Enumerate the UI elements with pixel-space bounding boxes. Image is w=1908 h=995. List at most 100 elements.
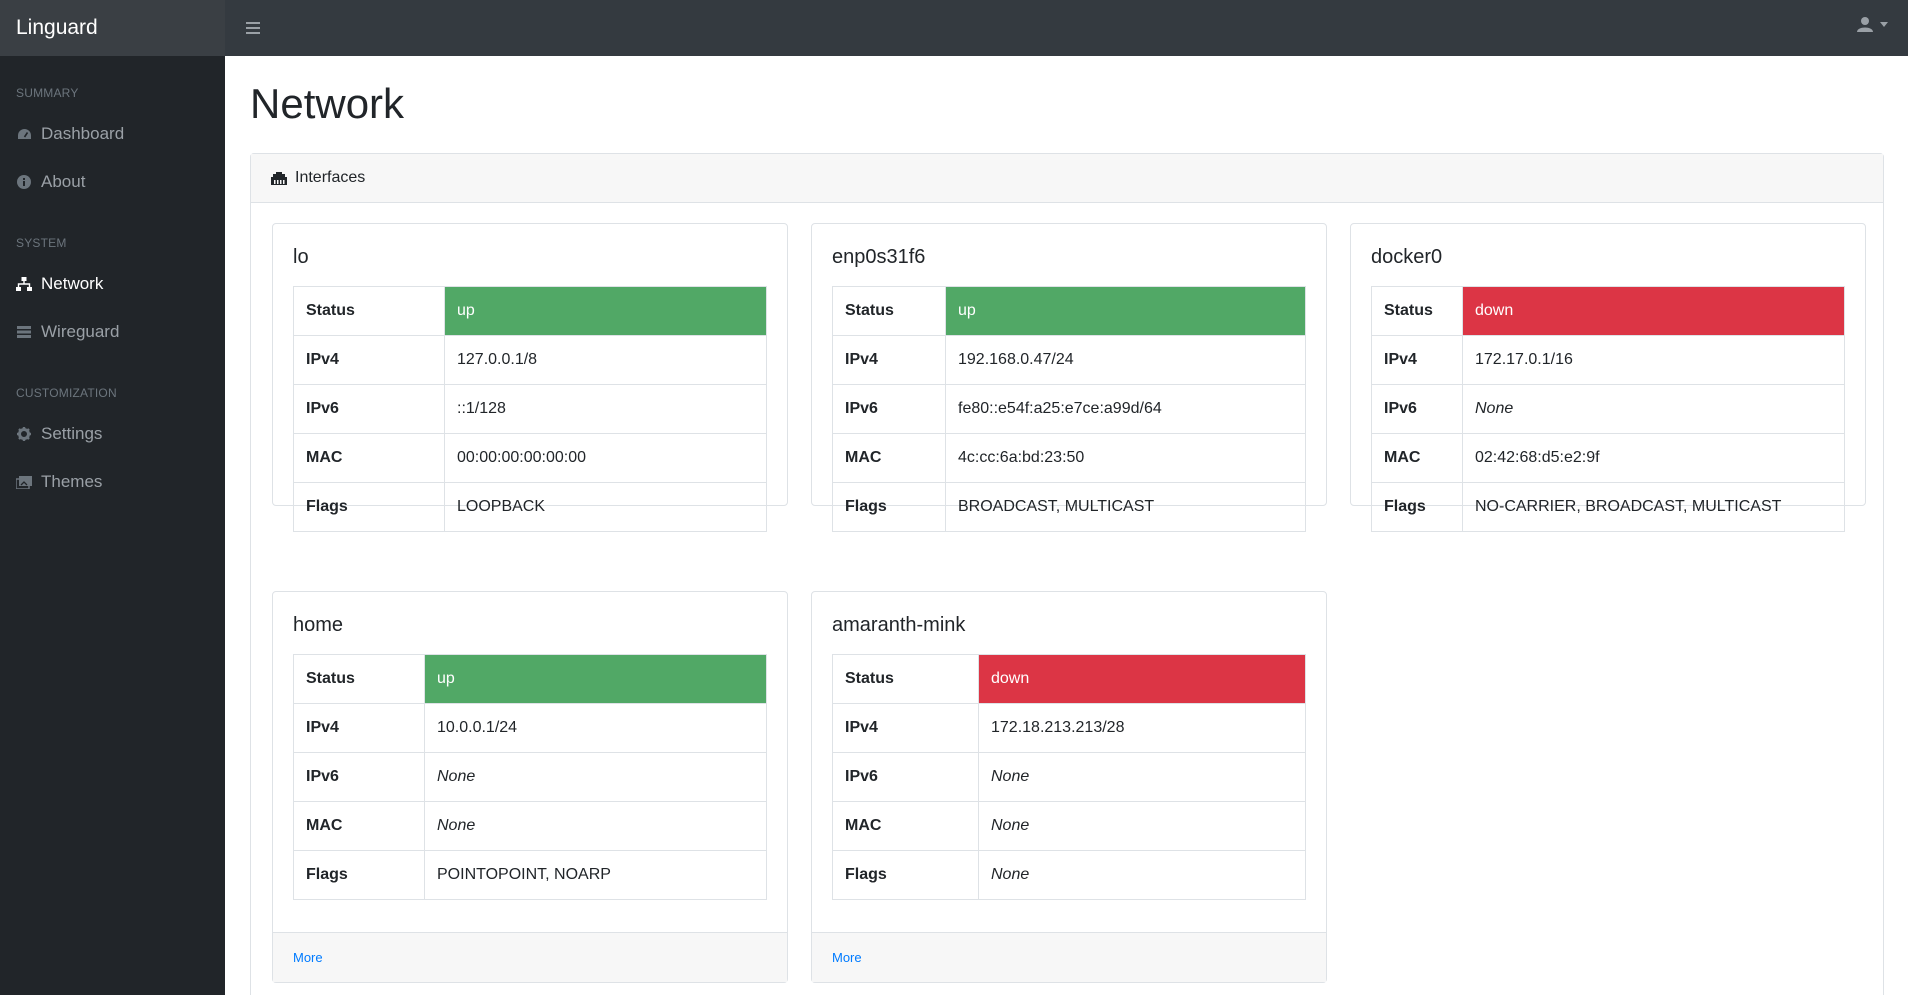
- table-row: IPv4 172.18.213.213/28: [832, 703, 1306, 753]
- hamburger-icon: [246, 22, 260, 34]
- ipv4-value: 172.18.213.213/28: [978, 703, 1306, 753]
- sidebar-item-wireguard[interactable]: Wireguard: [0, 308, 225, 356]
- more-link[interactable]: More: [293, 950, 323, 965]
- ipv4-value: 10.0.0.1/24: [424, 703, 767, 753]
- sidebar-item-themes[interactable]: Themes: [0, 458, 225, 506]
- sidebar-heading-summary: SUMMARY: [16, 86, 79, 100]
- flags-label: Flags: [1371, 482, 1463, 532]
- interface-card-enp0s31f6: enp0s31f6 Status up IPv4 192.168.0.47/24 I…: [811, 223, 1327, 532]
- ipv6-value: None: [424, 752, 767, 802]
- table-row: IPv4 172.17.0.1/16: [1371, 335, 1845, 385]
- table-row: Status up: [293, 286, 767, 336]
- sidebar-item-settings[interactable]: Settings: [0, 410, 225, 458]
- mac-value: None: [424, 801, 767, 851]
- status-label: Status: [1371, 286, 1463, 336]
- table-row: Status up: [293, 654, 767, 704]
- more-link[interactable]: More: [832, 950, 862, 965]
- table-row: MAC 02:42:68:d5:e2:9f: [1371, 433, 1845, 483]
- network-icon: [16, 276, 32, 292]
- themes-icon: [16, 474, 32, 490]
- chevron-down-icon: [1880, 21, 1888, 27]
- ipv6-label: IPv6: [832, 752, 979, 802]
- table-row: Status up: [832, 286, 1306, 336]
- ipv4-value: 192.168.0.47/24: [945, 335, 1306, 385]
- table-row: IPv6::1/128: [293, 384, 767, 434]
- interface-name: enp0s31f6: [832, 246, 926, 268]
- interface-name: amaranth-mink: [832, 614, 966, 636]
- sidebar-heading-customization: CUSTOMIZATION: [16, 386, 117, 400]
- sidebar-item-about[interactable]: About: [0, 158, 225, 206]
- ipv6-label: IPv6: [293, 752, 425, 802]
- top-navbar: Linguard: [0, 0, 1908, 56]
- sidebar-item-label: Dashboard: [41, 124, 125, 143]
- mac-label: MAC: [1371, 433, 1463, 483]
- table-row: Flags POINTOPOINT, NOARP: [293, 850, 767, 900]
- table-row: IPv4 192.168.0.47/24: [832, 335, 1306, 385]
- status-badge: down: [978, 654, 1306, 704]
- info-icon: [16, 174, 32, 190]
- status-label: Status: [293, 286, 445, 336]
- interface-card-docker0: docker0 Status down IPv4 172.17.0.1/16 IPv…: [1350, 223, 1866, 532]
- interfaces-panel: Interfaces lo Status up IPv4 127.0.0.1/8 I…: [250, 153, 1884, 995]
- ipv4-label: IPv4: [832, 703, 979, 753]
- brand-logo[interactable]: Linguard: [0, 0, 225, 56]
- main-content: Network Interfaces lo Status up IPv4 127.0…: [225, 56, 1908, 995]
- flags-value: POINTOPOINT, NOARP: [424, 850, 767, 900]
- panel-header: Interfaces: [251, 154, 1883, 203]
- user-icon: [1857, 17, 1873, 32]
- table-row: Flags None: [832, 850, 1306, 900]
- sidebar-item-label: About: [41, 172, 86, 191]
- flags-label: Flags: [832, 850, 979, 900]
- ipv6-value: fe80::e54f:a25:e7ce:a99d/64: [945, 384, 1306, 434]
- mac-label: MAC: [832, 801, 979, 851]
- sidebar-item-label: Wireguard: [41, 322, 120, 341]
- interface-table: Status up IPv4 192.168.0.47/24 IPv6 fe80::e…: [832, 286, 1306, 532]
- user-menu-dropdown[interactable]: [1857, 16, 1888, 32]
- interface-name: home: [293, 614, 344, 636]
- mac-label: MAC: [293, 801, 425, 851]
- card-footer: More: [812, 932, 1326, 982]
- interface-card-amaranth-mink: amaranth-mink Status down IPv4 172.18.213.…: [811, 591, 1327, 983]
- table-row: Status down: [832, 654, 1306, 704]
- ipv4-label: IPv4: [1371, 335, 1463, 385]
- status-badge: up: [945, 286, 1306, 336]
- card-footer: More: [273, 932, 787, 982]
- sidebar: SUMMARY Dashboard About SYSTEM Network W…: [0, 56, 225, 995]
- table-row: IPv6 None: [832, 752, 1306, 802]
- table-row: Flags LOOPBACK: [293, 482, 767, 532]
- ipv4-value: 127.0.0.1/8: [444, 335, 767, 385]
- ipv4-value: 172.17.0.1/16: [1462, 335, 1845, 385]
- table-row: IPv4 10.0.0.1/24: [293, 703, 767, 753]
- ethernet-icon: [271, 171, 287, 185]
- table-row: IPv6 None: [293, 752, 767, 802]
- ipv4-label: IPv4: [832, 335, 946, 385]
- ipv6-label: IPv6: [832, 384, 946, 434]
- status-badge: up: [424, 654, 767, 704]
- interface-name: docker0: [1371, 246, 1443, 268]
- flags-value: BROADCAST, MULTICAST: [945, 482, 1306, 532]
- gear-icon: [16, 426, 32, 442]
- table-row: MAC None: [832, 801, 1306, 851]
- ipv4-label: IPv4: [293, 703, 425, 753]
- flags-label: Flags: [832, 482, 946, 532]
- status-badge: down: [1462, 286, 1845, 336]
- table-row: Status down: [1371, 286, 1845, 336]
- sidebar-item-dashboard[interactable]: Dashboard: [0, 110, 225, 158]
- flags-value: None: [978, 850, 1306, 900]
- table-row: MAC 4c:cc:6a:bd:23:50: [832, 433, 1306, 483]
- sidebar-toggle-button[interactable]: [233, 8, 273, 48]
- sidebar-heading-system: SYSTEM: [16, 236, 67, 250]
- list-icon: [16, 324, 32, 340]
- flags-value: LOOPBACK: [444, 482, 767, 532]
- status-badge: up: [444, 286, 767, 336]
- sidebar-item-network[interactable]: Network: [0, 260, 225, 308]
- table-row: IPv4 127.0.0.1/8: [293, 335, 767, 385]
- status-label: Status: [832, 654, 979, 704]
- interface-table: Status up IPv4 10.0.0.1/24 IPv6 None MAC Non…: [293, 654, 767, 900]
- status-label: Status: [293, 654, 425, 704]
- ipv6-value: None: [978, 752, 1306, 802]
- mac-value: 00:00:00:00:00:00: [444, 433, 767, 483]
- page-title: Network: [250, 80, 405, 127]
- flags-label: Flags: [293, 850, 425, 900]
- mac-label: MAC: [293, 433, 445, 483]
